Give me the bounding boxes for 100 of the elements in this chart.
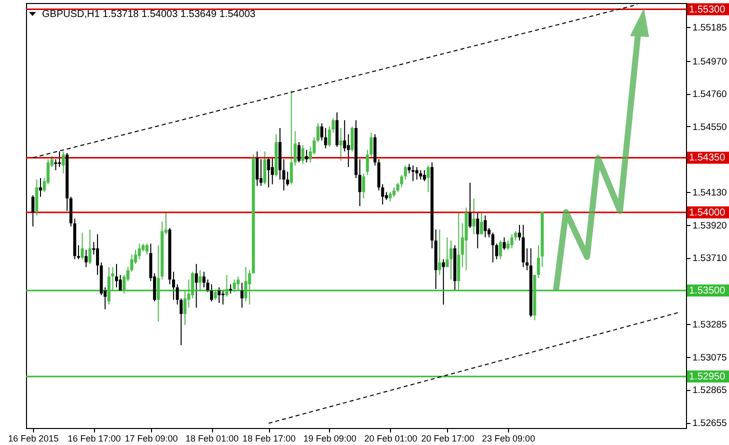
x-tick-label: 18 Feb 17:00 xyxy=(242,434,296,444)
candlestick xyxy=(232,279,236,293)
candlestick xyxy=(218,286,221,304)
candlestick xyxy=(145,243,148,256)
candlestick xyxy=(244,266,248,302)
ref-line-label: 1.53500 xyxy=(689,286,726,296)
x-tick-label: 16 Feb 17:00 xyxy=(68,434,121,444)
candlestick xyxy=(468,182,472,228)
candlestick xyxy=(138,243,141,260)
candlestick xyxy=(491,232,494,263)
candlestick xyxy=(96,234,100,276)
candlestick xyxy=(267,157,270,188)
candlestick xyxy=(404,165,407,180)
candlestick xyxy=(442,258,445,306)
candlestick xyxy=(339,128,342,162)
y-tick-label: 1.53710 xyxy=(692,253,727,264)
y-tick-label: 1.53920 xyxy=(692,220,727,232)
candlestick xyxy=(236,276,240,291)
candlestick xyxy=(426,165,430,193)
candlestick xyxy=(221,290,224,306)
candlestick xyxy=(536,244,540,278)
candlestick xyxy=(301,144,304,164)
y-tick-label: 1.52655 xyxy=(692,418,727,430)
candlestick xyxy=(346,134,350,168)
candlestick xyxy=(484,215,487,238)
candlestick xyxy=(316,122,320,143)
candlestick xyxy=(39,178,42,198)
candlestick xyxy=(84,249,88,268)
candlestick xyxy=(58,150,62,168)
candlestick xyxy=(118,274,122,291)
candlestick xyxy=(202,271,206,288)
x-tick-label: 20 Feb 17:00 xyxy=(421,434,474,444)
candlestick xyxy=(388,192,392,202)
candlestick xyxy=(115,263,118,288)
candlestick xyxy=(290,90,293,185)
candlestick xyxy=(450,240,453,280)
candlestick xyxy=(248,270,252,306)
candlestick xyxy=(263,150,266,185)
candlestick xyxy=(214,290,217,300)
x-tick-label: 18 Feb 01:00 xyxy=(186,434,239,444)
candlestick xyxy=(80,232,84,260)
candlestick xyxy=(259,158,262,186)
candlestick xyxy=(172,271,176,300)
y-tick-label: 1.55185 xyxy=(692,22,727,34)
candlestick xyxy=(198,270,202,291)
candlestick xyxy=(518,224,521,241)
candlestick xyxy=(415,166,418,180)
candlestick xyxy=(476,212,480,249)
candlestick xyxy=(446,236,449,268)
y-tick-label: 1.52865 xyxy=(692,385,727,396)
candlestick xyxy=(392,186,396,198)
x-tick-label: 17 Feb 09:00 xyxy=(124,434,178,444)
ref-line-label: 1.54350 xyxy=(689,152,726,164)
candlestick xyxy=(270,157,274,185)
candlestick xyxy=(240,282,244,308)
candlestick xyxy=(297,142,300,163)
text: GBPUSD,H1 1.53718 1.54003 1.53649 1.54003 xyxy=(42,9,256,20)
candlestick xyxy=(510,234,514,249)
candlestick xyxy=(412,165,415,182)
candlestick xyxy=(305,149,308,163)
candlestick xyxy=(362,172,366,199)
x-tick-label: 19 Feb 09:00 xyxy=(303,434,356,444)
y-tick-label: 1.53075 xyxy=(692,352,727,364)
candlestick xyxy=(438,229,442,276)
candlestick xyxy=(191,271,194,299)
ref-line-label: 1.55300 xyxy=(689,4,726,16)
x-tick-label: 16 Feb 2015 xyxy=(8,434,59,444)
candlestick xyxy=(343,120,346,152)
candlestick xyxy=(194,263,198,308)
candlestick xyxy=(358,158,362,207)
candlestick xyxy=(400,174,404,188)
candlestick xyxy=(77,244,80,260)
candlestick xyxy=(31,194,34,227)
candlestick xyxy=(256,150,259,186)
candlestick xyxy=(502,236,506,250)
y-tick-label: 1.53285 xyxy=(692,320,727,331)
ref-line-label: 1.52950 xyxy=(689,371,726,382)
candlestick xyxy=(282,158,286,191)
candlestick xyxy=(229,284,232,294)
candlestick xyxy=(62,150,65,174)
x-tick-label: 20 Feb 01:00 xyxy=(364,434,418,444)
candlestick xyxy=(422,170,426,182)
ref-line-label: 1.54000 xyxy=(689,207,726,218)
candlestick xyxy=(498,240,502,260)
candlestick xyxy=(472,198,476,235)
y-tick-label: 1.54550 xyxy=(692,122,727,133)
candlestick xyxy=(54,158,58,171)
candlestick xyxy=(506,240,510,250)
y-tick-label: 1.54760 xyxy=(692,89,727,100)
candlestick xyxy=(419,170,422,180)
y-tick-label: 1.54130 xyxy=(692,188,727,199)
y-tick-label: 1.54970 xyxy=(692,56,727,68)
candlestick xyxy=(350,126,354,152)
candlestick xyxy=(225,274,228,298)
candlestick xyxy=(210,284,214,302)
candlestick xyxy=(480,212,483,235)
candlestick xyxy=(88,229,92,264)
candlestick xyxy=(122,274,126,294)
x-tick-label: 23 Feb 09:00 xyxy=(482,434,536,444)
candlestick xyxy=(408,163,411,174)
